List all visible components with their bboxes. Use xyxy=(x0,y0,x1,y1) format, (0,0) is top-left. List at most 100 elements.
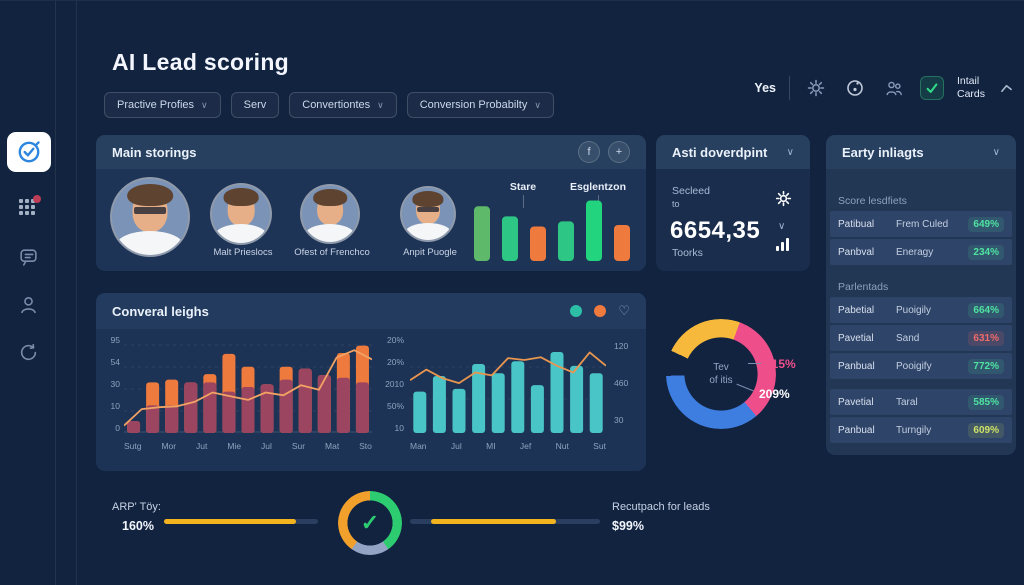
axis-label: Nut xyxy=(555,441,569,451)
x-axis-labels: Sutg Mor Jut Mie Jul Sur Mat Sto xyxy=(124,441,372,451)
bottom-left-label: ARP' Töy: xyxy=(112,501,161,513)
filter-conversion-probability[interactable]: Conversion Probabilty ∨ xyxy=(406,92,554,118)
avatar[interactable] xyxy=(212,185,270,243)
value-badge: 772% xyxy=(968,358,1004,374)
person-icon xyxy=(18,294,39,315)
insight-row[interactable]: Panbual Turngily 609% xyxy=(830,417,1012,443)
x-axis-labels: Man Jul MI Jef Nut Sut xyxy=(410,441,606,451)
notification-dot xyxy=(33,195,41,203)
filter-bar: Practive Profies ∨ Serv Convertiontes ∨ Co… xyxy=(104,92,554,118)
y-axis-labels: 95 54 30 10 0 xyxy=(102,335,120,433)
heart-icon[interactable]: ♡ xyxy=(618,303,630,318)
panel-title: Main storings xyxy=(112,144,197,160)
content-divider xyxy=(76,1,77,585)
panel-title: Converal leighs xyxy=(112,303,209,319)
sidebar-item-contacts[interactable] xyxy=(0,287,56,321)
sidebar xyxy=(0,1,56,585)
insight-row[interactable]: Patibual Frem Culed 649% xyxy=(830,211,1012,237)
section-label: Parlentads xyxy=(838,281,889,293)
panel-main-storings: Main storings f + Malt Prieslocs Ofest o… xyxy=(96,135,646,271)
filter-serv[interactable]: Serv xyxy=(230,92,280,118)
legend-dot-orange[interactable] xyxy=(594,305,607,317)
bottom-right-value: $99% xyxy=(612,519,644,533)
facebook-button[interactable]: f xyxy=(578,141,600,163)
axis-label: Jul xyxy=(261,441,272,451)
avatar[interactable] xyxy=(402,188,454,240)
axis-label: 10 xyxy=(110,401,120,411)
bar-chart-icon xyxy=(775,237,792,252)
axis-label: Sut xyxy=(593,441,606,451)
chevron-down-icon[interactable]: ∨ xyxy=(786,146,794,158)
callout-line xyxy=(748,363,761,364)
caret-icon[interactable] xyxy=(998,75,1014,101)
people-icon[interactable] xyxy=(881,75,907,101)
verified-check-icon[interactable] xyxy=(919,76,944,100)
avatar[interactable] xyxy=(302,186,358,242)
axis-label: 460 xyxy=(614,378,629,388)
insight-row[interactable]: Panbval Eneragy 234% xyxy=(830,239,1012,265)
avatar[interactable] xyxy=(112,179,188,255)
axis-label: Mor xyxy=(161,441,177,451)
asti-subtitle: Secleed xyxy=(672,185,710,197)
axis-label: 120 xyxy=(614,341,629,351)
gear-icon[interactable] xyxy=(803,75,829,101)
chevron-down-icon: ∨ xyxy=(377,99,384,110)
asti-subtitle2: to xyxy=(672,199,680,209)
member-name: Malt Prieslocs xyxy=(213,247,273,258)
axis-label: Jef xyxy=(519,441,532,451)
refresh-icon xyxy=(18,342,39,363)
label-connector xyxy=(523,195,524,208)
filter-convertiontes[interactable]: Convertiontes ∨ xyxy=(289,92,397,118)
y-axis-labels: 20% 20% 2010 50% 10 xyxy=(374,335,404,433)
install-cards-label[interactable]: Intail Cards xyxy=(956,75,985,100)
donut-callout: 209% xyxy=(759,387,790,401)
chevron-down-icon[interactable]: ∨ xyxy=(778,221,786,232)
axis-label: 10 xyxy=(394,423,404,433)
sidebar-item-history[interactable] xyxy=(0,335,56,369)
axis-label: 2010 xyxy=(385,379,404,389)
insight-row[interactable]: Pavetial Sand 631% xyxy=(830,325,1012,351)
sidebar-item-dashboard[interactable] xyxy=(7,132,51,172)
topbar-divider xyxy=(788,76,790,100)
lead-donut-chart: Tev of itis 415% 209% xyxy=(650,301,830,471)
axis-label: Sto xyxy=(359,441,372,451)
panel-title: Earty inliagts xyxy=(842,144,924,160)
bottom-left-value: 160% xyxy=(122,519,154,533)
bottom-right-label: Recutpach for leads xyxy=(612,501,710,513)
filter-practive-profiles[interactable]: Practive Profies ∨ xyxy=(104,92,221,118)
member-score-chart xyxy=(474,200,630,261)
member-name: Anpit Puogle xyxy=(403,247,457,258)
donut-ring xyxy=(666,319,776,429)
chart-legend: ♡ xyxy=(570,303,630,319)
value-badge: 585% xyxy=(968,394,1004,410)
insight-row[interactable]: Pavetial Taral 585% xyxy=(830,389,1012,415)
axis-label: 20% xyxy=(386,357,404,367)
axis-label: 20% xyxy=(386,335,404,345)
score-column-label: Stare xyxy=(509,181,537,193)
topbar-actions: Yes Intail Cards xyxy=(754,75,1014,101)
asti-value: 6654,35 xyxy=(670,217,761,244)
yes-label: Yes xyxy=(754,81,776,95)
sidebar-item-apps[interactable] xyxy=(0,191,56,225)
axis-label: Jut xyxy=(196,441,208,451)
gear-icon[interactable] xyxy=(774,189,793,208)
axis-label: 54 xyxy=(110,357,120,367)
member-name: Ofest of Frenchco xyxy=(294,247,370,258)
legend-dot-teal[interactable] xyxy=(570,305,583,317)
axis-label: 30 xyxy=(614,415,624,425)
progress-bar-left xyxy=(164,519,318,524)
value-badge: 664% xyxy=(968,302,1004,318)
sidebar-item-messages[interactable] xyxy=(0,239,56,273)
value-badge: 609% xyxy=(968,422,1004,438)
asti-unit: Toorks xyxy=(672,247,703,259)
check-ring xyxy=(338,491,402,555)
donut-center-label: Tev of itis xyxy=(709,362,733,386)
insight-row[interactable]: Pabetial Puoigily 664% xyxy=(830,297,1012,323)
insight-row[interactable]: Panbual Pooigify 772% xyxy=(830,353,1012,379)
progress-bar-right xyxy=(410,519,600,524)
add-button[interactable]: + xyxy=(608,141,630,163)
target-icon[interactable] xyxy=(842,75,868,101)
chevron-down-icon[interactable]: ∨ xyxy=(992,146,1000,158)
conversion-bar-chart xyxy=(410,351,606,433)
value-badge: 631% xyxy=(968,330,1004,346)
